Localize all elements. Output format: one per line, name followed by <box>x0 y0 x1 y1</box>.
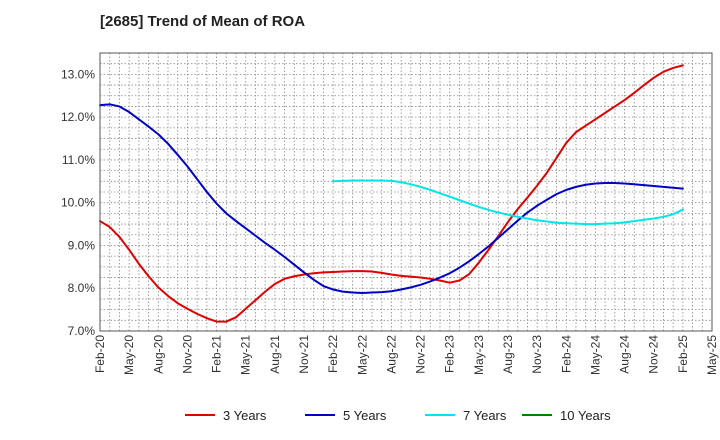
y-tick-label: 12.0% <box>61 110 95 124</box>
x-tick-label: May-25 <box>705 335 719 375</box>
x-tick-label: Feb-21 <box>210 335 224 373</box>
x-tick-label: Nov-23 <box>530 335 544 374</box>
series-line-7-years <box>332 179 684 226</box>
x-tick-label: Aug-23 <box>501 335 515 374</box>
x-tick-label: Aug-20 <box>151 335 165 374</box>
x-tick-label: Feb-22 <box>326 335 340 373</box>
chart-title: [2685] Trend of Mean of ROA <box>100 13 306 30</box>
plot-area-frame <box>99 52 713 332</box>
legend-label-10-years: 10 Years <box>560 408 611 423</box>
y-tick-label: 8.0% <box>68 281 96 295</box>
y-axis-tick-labels: 7.0% 8.0% 9.0% 10.0% 11.0% 12.0% 13.0% <box>61 67 95 338</box>
y-tick-label: 9.0% <box>68 238 96 252</box>
legend-label-5-years: 5 Years <box>343 408 387 423</box>
x-tick-label: Feb-23 <box>443 335 457 373</box>
x-tick-label: May-23 <box>472 335 486 375</box>
y-tick-label: 13.0% <box>61 67 95 81</box>
series-lines <box>99 64 684 323</box>
x-tick-label: May-22 <box>355 335 369 375</box>
x-tick-label: May-21 <box>239 335 253 375</box>
y-tick-label: 11.0% <box>62 153 95 167</box>
x-axis-tick-labels: Feb-20 May-20 Aug-20 Nov-20 Feb-21 May-21 Aug-… <box>93 335 719 375</box>
x-tick-label: Aug-21 <box>268 335 282 374</box>
y-tick-label: 7.0% <box>68 324 96 338</box>
y-tick-label: 10.0% <box>61 196 95 210</box>
x-tick-label: Nov-21 <box>297 335 311 374</box>
legend-label-7-years: 7 Years <box>463 408 507 423</box>
x-tick-label: Aug-24 <box>618 335 632 374</box>
x-tick-label: Feb-25 <box>676 335 690 373</box>
x-tick-label: May-24 <box>588 335 602 375</box>
x-tick-label: Nov-20 <box>180 335 194 374</box>
x-tick-label: May-20 <box>122 335 136 375</box>
legend: 3 Years 5 Years 7 Years 10 Years <box>185 408 611 423</box>
x-tick-label: Feb-20 <box>93 335 107 373</box>
x-tick-label: Aug-22 <box>384 335 398 374</box>
legend-label-3-years: 3 Years <box>223 408 267 423</box>
series-line-5-years <box>99 103 684 294</box>
x-tick-label: Feb-24 <box>559 335 573 373</box>
x-tick-label: Nov-22 <box>414 335 428 374</box>
x-tick-label: Nov-24 <box>647 335 661 374</box>
series-line-3-years <box>99 64 684 323</box>
